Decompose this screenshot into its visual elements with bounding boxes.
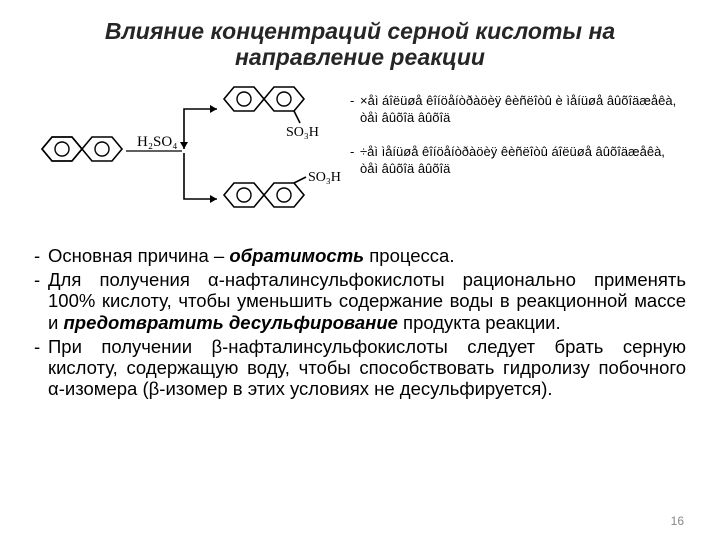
reagent-label: H₂SO₄	[137, 134, 177, 150]
arrow-top	[184, 109, 217, 149]
para-2-text: Для получения α-нафталинсульфокислоты ра…	[48, 269, 686, 333]
side-bullet-2-text: ÷åì ìåíüøå êîíöåíòðàöèÿ êèñëîòû áîëüøå â…	[360, 144, 686, 177]
naphthalene-bottom: SO₃H	[224, 170, 341, 207]
p1-prefix: Основная причина –	[48, 245, 229, 266]
page-number: 16	[671, 514, 684, 528]
p2-em: предотвратить десульфирование	[63, 312, 397, 333]
bullet-dash: -	[34, 245, 48, 266]
para-1-text: Основная причина – обратимость процесса.	[48, 245, 686, 266]
p1-em: обратимость	[229, 245, 364, 266]
arrow-top-head-l	[180, 142, 188, 149]
arrow-bottom	[184, 153, 217, 199]
bullet-dash: -	[350, 144, 360, 177]
bullet-dash: -	[350, 93, 360, 126]
para-2: - Для получения α-нафталинсульфокислоты …	[34, 269, 686, 333]
p2-b: продукта реакции.	[398, 312, 561, 333]
slide-title: Влияние концентраций серной кислоты на н…	[34, 18, 686, 71]
body-text: - Основная причина – обратимость процесс…	[34, 245, 686, 400]
p1-suffix: процесса.	[364, 245, 454, 266]
so3h-bottom-label: SO₃H	[308, 170, 341, 185]
bullet-dash: -	[34, 269, 48, 333]
reaction-svg: H₂SO₄ SO₃H	[34, 79, 344, 239]
arrow-top-head-r	[210, 105, 217, 113]
naphthalene-top: SO₃H	[224, 87, 319, 140]
reaction-diagram: H₂SO₄ SO₃H	[34, 79, 344, 239]
side-bullet-1-text: ×åì áîëüøå êîíöåíòðàöèÿ êèñëîòû è ìåíüøå…	[360, 93, 686, 126]
para-3-text: При получении β-нафталинсульфокислоты сл…	[48, 336, 686, 400]
bullet-dash: -	[34, 336, 48, 400]
so3h-top-label: SO₃H	[286, 125, 319, 140]
side-bullet-2: - ÷åì ìåíüøå êîíöåíòðàöèÿ êèñëîòû áîëüøå…	[350, 144, 686, 177]
side-bullet-1: - ×åì áîëüøå êîíöåíòðàöèÿ êèñëîòû è ìåíü…	[350, 93, 686, 126]
side-bullets: - ×åì áîëüøå êîíöåíòðàöèÿ êèñëîòû è ìåíü…	[344, 79, 686, 196]
para-3: - При получении β-нафталинсульфокислоты …	[34, 336, 686, 400]
naphthalene-left	[42, 137, 122, 161]
diagram-row: H₂SO₄ SO₃H	[34, 79, 686, 239]
slide-root: Влияние концентраций серной кислоты на н…	[0, 0, 720, 540]
arrow-bottom-head	[210, 195, 217, 203]
para-1: - Основная причина – обратимость процесс…	[34, 245, 686, 266]
